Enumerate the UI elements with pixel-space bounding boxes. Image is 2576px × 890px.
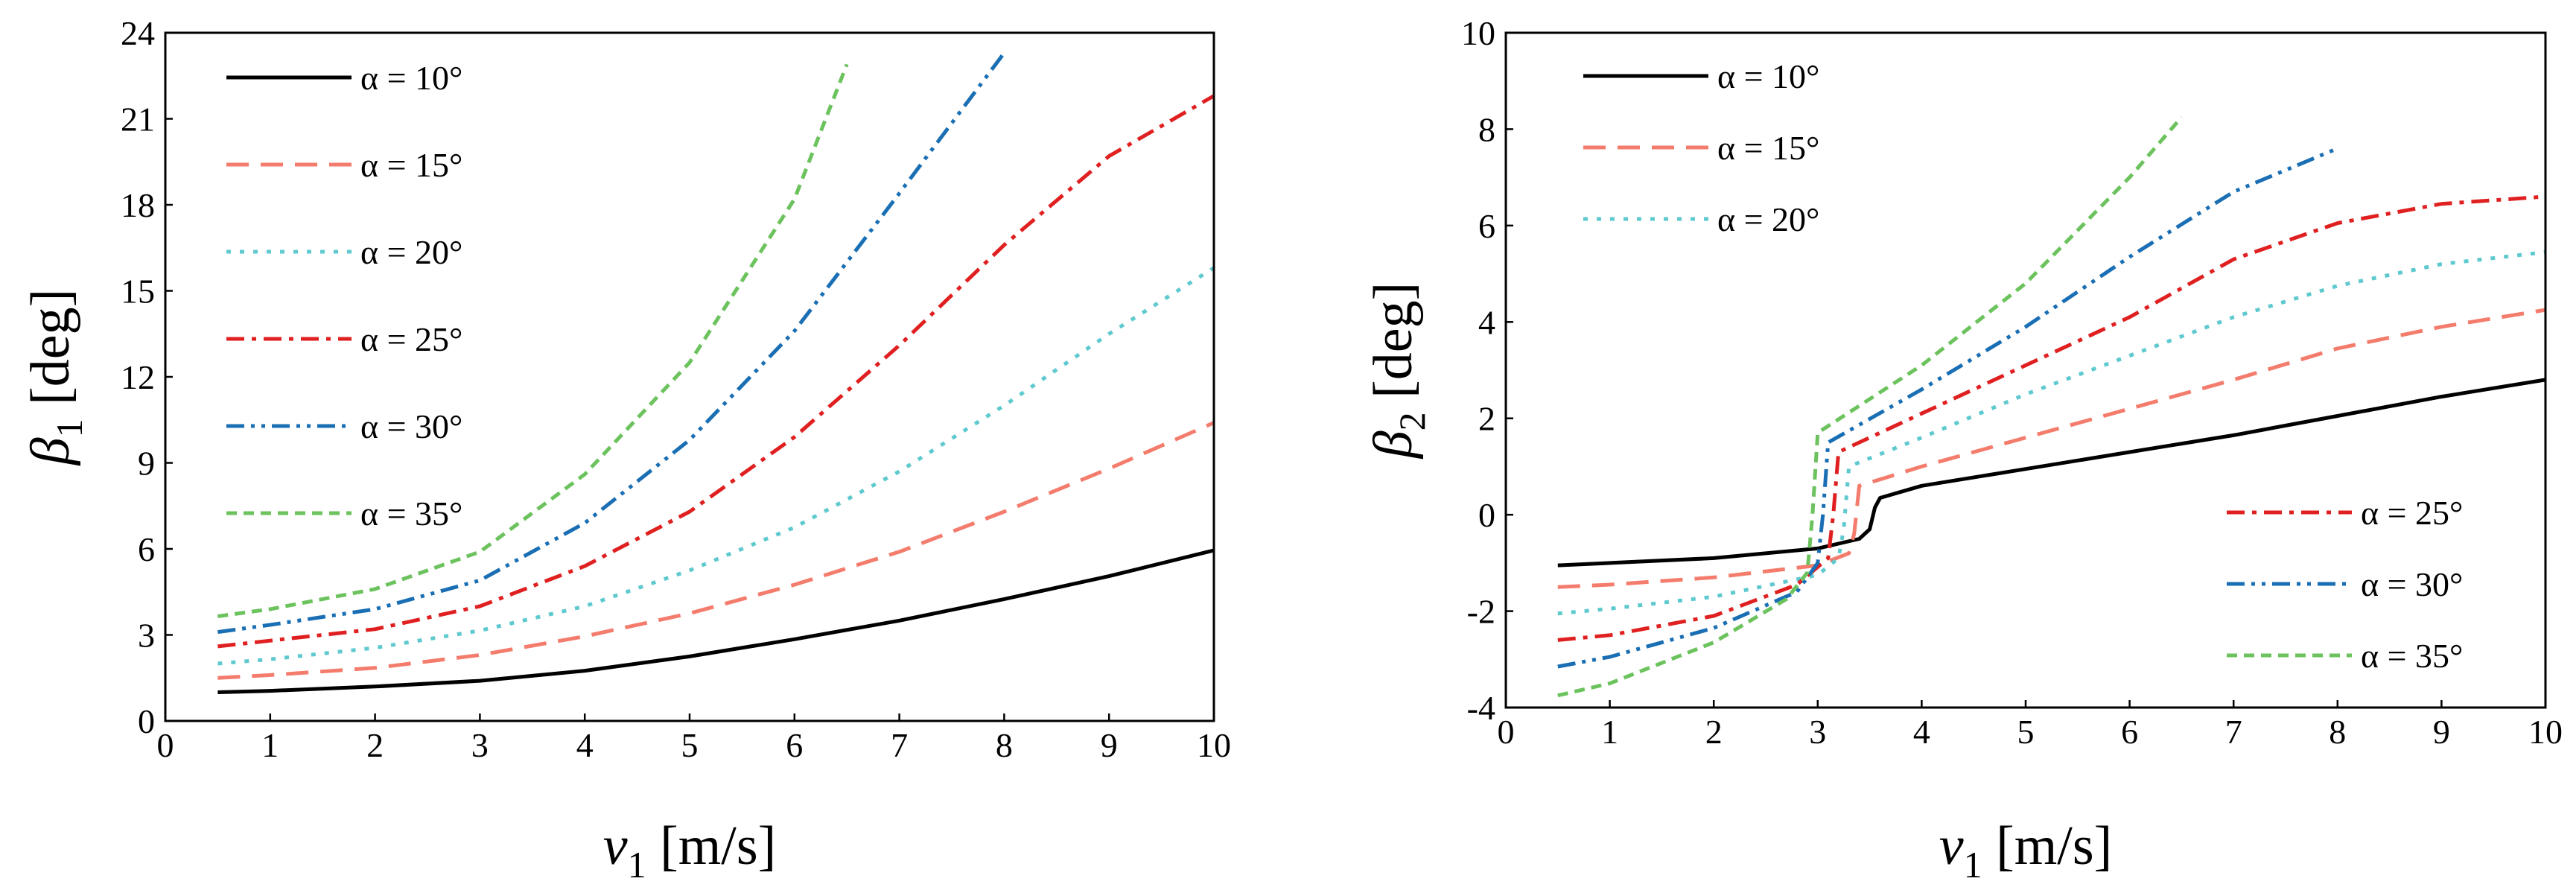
right-legend-label-4: α = 30° bbox=[2361, 565, 2463, 603]
left-legend-label-4: α = 30° bbox=[360, 407, 462, 445]
left-x-tick-label: 7 bbox=[891, 726, 908, 764]
right-x-tick-label: 10 bbox=[2528, 713, 2563, 751]
right-y-tick-label: 4 bbox=[1478, 303, 1495, 341]
right-x-tick-label: 7 bbox=[2225, 713, 2242, 751]
right-ticks: 0 1 2 3 4 5 6 7 8 9 10 -4 -2 0 2 4 6 8 10 bbox=[1461, 14, 2563, 751]
left-y-axis-label: β1 [deg] bbox=[20, 289, 90, 467]
right-y-axis-label: β2 [deg] bbox=[1363, 282, 1433, 460]
left-series-line-1 bbox=[217, 421, 1215, 680]
right-legend-label-5: α = 35° bbox=[2361, 637, 2463, 675]
right-x-tick-label: 5 bbox=[2017, 713, 2035, 751]
left-x-tick-label: 5 bbox=[681, 726, 699, 764]
left-x-tick-label: 9 bbox=[1101, 726, 1118, 764]
right-series-group bbox=[1557, 115, 2546, 698]
left-series-line-3 bbox=[217, 94, 1215, 649]
right-y-tick-label: 6 bbox=[1478, 207, 1495, 245]
right-legend-label-0: α = 10° bbox=[1717, 57, 1819, 95]
left-series-line-5 bbox=[217, 63, 849, 618]
left-y-tick-label: 6 bbox=[138, 530, 155, 568]
left-legend-label-2: α = 20° bbox=[360, 233, 462, 271]
left-x-axis-label: v1 [m/s] bbox=[603, 816, 777, 886]
left-series-line-0 bbox=[217, 548, 1215, 694]
left-y-tick-label: 0 bbox=[138, 702, 155, 740]
left-y-tick-label: 9 bbox=[138, 445, 155, 483]
right-series-line-1 bbox=[1557, 308, 2546, 589]
left-legend-label-0: α = 10° bbox=[360, 59, 462, 97]
left-series-line-2 bbox=[217, 266, 1215, 666]
left-x-tick-label: 10 bbox=[1197, 726, 1231, 764]
left-legend: α = 10° α = 15° α = 20° α = 25° α = 30° α = 3… bbox=[226, 59, 462, 533]
right-plot-frame bbox=[1504, 31, 2547, 709]
right-series-line-0 bbox=[1557, 378, 2546, 568]
right-x-tick-label: 8 bbox=[2329, 713, 2346, 751]
right-x-tick-label: 9 bbox=[2433, 713, 2450, 751]
left-x-tick-label: 2 bbox=[366, 726, 384, 764]
left-x-tick-label: 4 bbox=[576, 726, 594, 764]
left-legend-label-5: α = 35° bbox=[360, 495, 462, 533]
right-x-tick-label: 4 bbox=[1913, 713, 1930, 751]
right-x-tick-label: 0 bbox=[1498, 713, 1515, 751]
left-y-tick-label: 3 bbox=[138, 617, 155, 655]
right-y-tick-label: 10 bbox=[1461, 14, 1495, 52]
left-plot-frame bbox=[164, 31, 1215, 722]
left-x-tick-label: 1 bbox=[261, 726, 279, 764]
right-x-tick-label: 3 bbox=[1809, 713, 1826, 751]
right-x-tick-label: 2 bbox=[1705, 713, 1723, 751]
right-legend-label-1: α = 15° bbox=[1717, 129, 1819, 167]
right-legend-label-3: α = 25° bbox=[2361, 494, 2463, 532]
left-series-line-4 bbox=[217, 51, 1006, 635]
right-series-line-4 bbox=[1557, 146, 2338, 669]
left-x-tick-label: 8 bbox=[996, 726, 1013, 764]
right-x-axis-label: v1 [m/s] bbox=[1939, 816, 2113, 886]
left-x-tick-label: 0 bbox=[157, 726, 174, 764]
right-y-tick-label: 8 bbox=[1478, 110, 1495, 148]
left-y-tick-label: 24 bbox=[121, 14, 155, 52]
left-x-tick-label: 3 bbox=[471, 726, 489, 764]
right-y-tick-label: -4 bbox=[1467, 689, 1495, 727]
right-x-tick-label: 6 bbox=[2121, 713, 2138, 751]
right-y-tick-label: -2 bbox=[1467, 593, 1495, 631]
right-x-tick-label: 1 bbox=[1601, 713, 1618, 751]
right-legend-label-2: α = 20° bbox=[1717, 200, 1819, 238]
right-series-line-5 bbox=[1557, 115, 2184, 698]
right-series-line-2 bbox=[1557, 250, 2546, 616]
left-y-tick-label: 18 bbox=[121, 186, 155, 224]
left-legend-label-1: α = 15° bbox=[360, 146, 462, 184]
left-x-tick-label: 6 bbox=[786, 726, 803, 764]
left-y-tick-label: 12 bbox=[121, 358, 155, 396]
left-series-group bbox=[217, 51, 1215, 694]
left-y-tick-label: 21 bbox=[121, 101, 155, 139]
right-legend: α = 10° α = 15° α = 20° α = 25° α = 30° α = 3… bbox=[1583, 57, 2463, 675]
right-y-tick-label: 0 bbox=[1478, 496, 1495, 534]
right-y-tick-label: 2 bbox=[1478, 400, 1495, 438]
left-legend-label-3: α = 25° bbox=[360, 320, 462, 358]
left-y-tick-label: 15 bbox=[121, 273, 155, 311]
